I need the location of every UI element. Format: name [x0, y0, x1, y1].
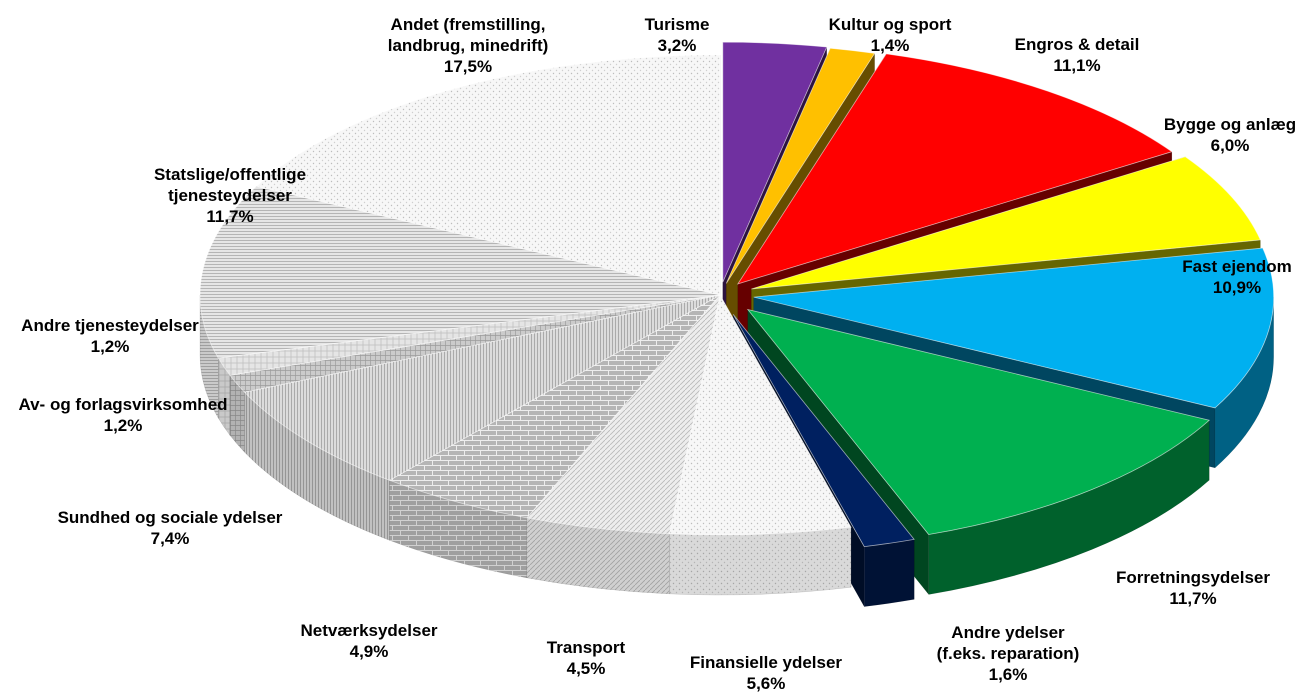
data-label-2: Engros & detail 11,1%	[1015, 35, 1140, 75]
data-label-value: 1,2%	[91, 337, 130, 356]
data-label-7: Finansielle ydelser 5,6%	[690, 653, 843, 693]
data-label-name: Andet (fremstilling,	[391, 15, 546, 34]
data-label-name: Sundhed og sociale ydelser	[58, 508, 283, 527]
pie-slice-9[interactable]	[388, 294, 721, 519]
pie-slice-3[interactable]	[751, 156, 1261, 290]
data-label-13: Statslige/offentlige tjenesteydelser 11,7%	[154, 165, 306, 226]
pie-slice-13[interactable]	[199, 185, 721, 359]
data-label-name: Finansielle ydelser	[690, 653, 843, 672]
pie-slice-0[interactable]	[722, 41, 828, 283]
pie-slice-7[interactable]	[668, 293, 852, 536]
slice-side-shade-7-0	[669, 527, 852, 596]
pie-slice-6[interactable]	[732, 314, 915, 548]
data-label-value: 6,0%	[1211, 136, 1250, 155]
pie-slice-14[interactable]	[255, 54, 721, 296]
data-label-value: 1,2%	[104, 416, 143, 435]
data-label-1: Kultur og sport 1,4%	[829, 15, 952, 55]
slice-side-shade-9-0	[389, 480, 527, 578]
data-label-name: Av- og forlagsvirksomhed	[18, 395, 227, 414]
slice-side-shade-8-0	[526, 517, 670, 594]
data-label-11: Av- og forlagsvirksomhed 1,2%	[18, 395, 227, 435]
data-label-value: 7,4%	[151, 529, 190, 548]
data-label-name: landbrug, minedrift)	[388, 36, 549, 55]
data-label-5: Forretningsydelser 11,7%	[1116, 568, 1270, 608]
data-label-name: tjenesteydelser	[168, 186, 292, 205]
slice-side-shade-12-0	[218, 358, 230, 436]
data-label-name: Engros & detail	[1015, 35, 1140, 54]
data-label-name: Forretningsydelser	[1116, 568, 1270, 587]
data-label-name: Fast ejendom	[1182, 257, 1292, 276]
data-label-value: 11,1%	[1053, 56, 1100, 75]
data-label-value: 5,6%	[747, 674, 786, 693]
data-label-name: Andre tjenesteydelser	[21, 316, 199, 335]
data-label-value: 1,6%	[989, 665, 1028, 684]
pie-slice-2[interactable]	[736, 53, 1173, 285]
data-label-10: Sundhed og sociale ydelser 7,4%	[58, 508, 283, 548]
data-label-14: Andet (fremstilling, landbrug, minedrift)…	[388, 15, 549, 76]
slice-side-shade-13-0	[200, 295, 219, 419]
pie-slices	[199, 41, 1275, 548]
data-label-name: Netværksydelser	[300, 621, 437, 640]
data-label-3: Bygge og anlæg 6,0%	[1164, 115, 1296, 155]
data-label-value: 10,9%	[1213, 278, 1261, 297]
data-label-name: Bygge og anlæg	[1164, 115, 1296, 134]
data-label-name: (f.eks. reparation)	[937, 644, 1080, 663]
data-label-value: 4,9%	[350, 642, 389, 661]
data-label-name: Statslige/offentlige	[154, 165, 306, 184]
data-label-name: Turisme	[645, 15, 710, 34]
pie-slice-10[interactable]	[243, 294, 721, 481]
data-label-value: 17,5%	[444, 57, 492, 76]
data-label-6: Andre ydelser (f.eks. reparation) 1,6%	[937, 623, 1080, 684]
data-label-9: Netværksydelser 4,9%	[300, 621, 437, 661]
data-label-value: 1,4%	[871, 36, 910, 55]
data-label-value: 3,2%	[658, 36, 697, 55]
pie-slice-1[interactable]	[725, 47, 876, 284]
slice-side-6-0	[863, 539, 915, 607]
pie-slice-4[interactable]	[753, 247, 1275, 409]
pie-slice-5[interactable]	[746, 308, 1210, 535]
data-labels: Turisme 3,2% Kultur og sport 1,4% Engros & d…	[18, 15, 1296, 693]
data-label-value: 11,7%	[1169, 589, 1216, 608]
slice-side-shade-11-0	[229, 375, 245, 453]
data-label-0: Turisme 3,2%	[645, 15, 710, 55]
data-label-name: Transport	[547, 638, 626, 657]
data-label-4: Fast ejendom 10,9%	[1182, 257, 1292, 297]
slice-side-shade-10-0	[244, 392, 390, 541]
data-label-value: 11,7%	[206, 207, 253, 226]
data-label-12: Andre tjenesteydelser 1,2%	[21, 316, 199, 356]
data-label-value: 4,5%	[567, 659, 606, 678]
data-label-name: Andre ydelser	[951, 623, 1065, 642]
data-label-name: Kultur og sport	[829, 15, 952, 34]
data-label-8: Transport 4,5%	[547, 638, 626, 678]
